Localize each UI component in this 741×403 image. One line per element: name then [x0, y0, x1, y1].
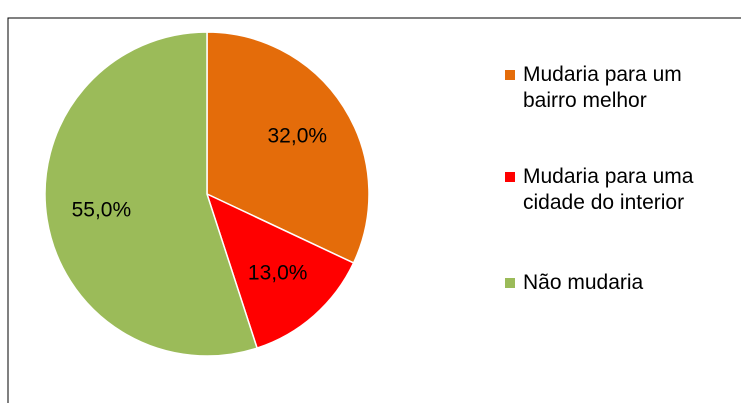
legend-item: Mudaria para um bairro melhor — [505, 62, 705, 114]
legend-label: Não mudaria — [523, 271, 644, 294]
legend-label: Mudaria para um bairro melhor — [523, 63, 682, 112]
pie-slice — [44, 31, 259, 357]
legend-swatch — [505, 70, 515, 80]
legend-item: Mudaria para uma cidade do interior — [505, 164, 705, 216]
legend-label: Mudaria para uma cidade do interior — [523, 165, 694, 214]
legend-swatch — [505, 278, 515, 288]
pie-slice — [205, 192, 355, 350]
pie-slice — [206, 31, 370, 264]
chart-border — [7, 17, 741, 403]
data-label: 32,0% — [268, 124, 328, 147]
data-label: 55,0% — [72, 198, 132, 221]
data-label: 13,0% — [248, 262, 308, 285]
legend-item: Não mudaria — [505, 270, 705, 296]
legend-swatch — [505, 172, 515, 182]
